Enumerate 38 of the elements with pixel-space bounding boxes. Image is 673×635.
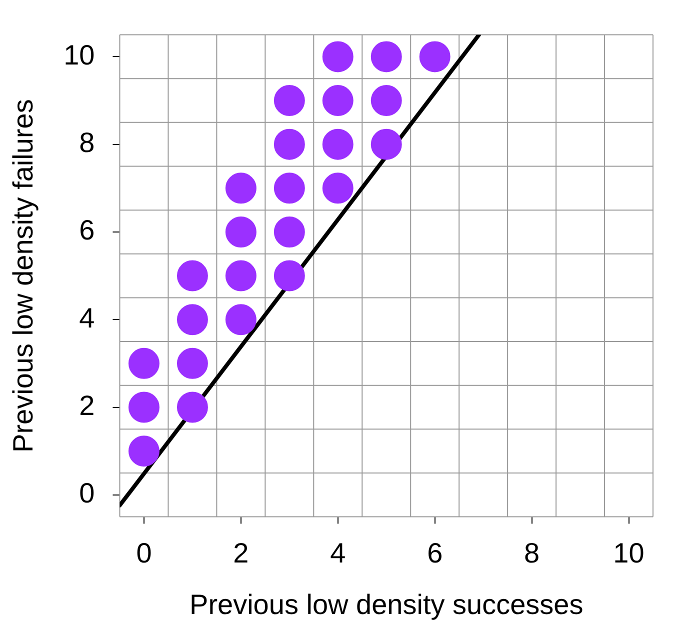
point <box>322 172 354 204</box>
point <box>370 128 402 160</box>
point <box>274 85 305 116</box>
point <box>225 304 256 336</box>
point <box>128 392 160 423</box>
point <box>274 260 305 292</box>
point <box>322 41 354 72</box>
x-tick-label: 8 <box>524 537 540 568</box>
point <box>370 85 402 116</box>
y-tick-label: 2 <box>79 390 95 421</box>
x-tick-label: 4 <box>330 537 346 568</box>
x-tick-label: 2 <box>233 537 249 568</box>
point <box>225 216 256 248</box>
point <box>176 304 208 336</box>
point <box>274 128 305 160</box>
y-tick-label: 4 <box>79 302 95 334</box>
y-tick-label: 0 <box>79 478 95 509</box>
point <box>225 172 256 204</box>
y-axis-title: Previous low density failures <box>8 99 39 452</box>
point <box>419 41 450 72</box>
point <box>176 260 208 292</box>
y-tick-label: 10 <box>64 39 95 70</box>
y-tick-label: 6 <box>79 214 95 246</box>
point <box>128 348 160 379</box>
point <box>274 172 305 204</box>
point <box>370 41 402 72</box>
point <box>176 348 208 379</box>
point <box>322 128 354 160</box>
point <box>225 260 256 292</box>
point <box>176 392 208 423</box>
x-axis-title: Previous low density successes <box>190 588 584 620</box>
point <box>128 436 160 467</box>
point <box>274 216 305 248</box>
x-tick-label: 6 <box>427 537 443 568</box>
x-tick-label: 10 <box>613 537 644 568</box>
x-tick-label: 0 <box>136 537 152 568</box>
point <box>322 85 354 116</box>
y-tick-label: 8 <box>79 127 95 158</box>
